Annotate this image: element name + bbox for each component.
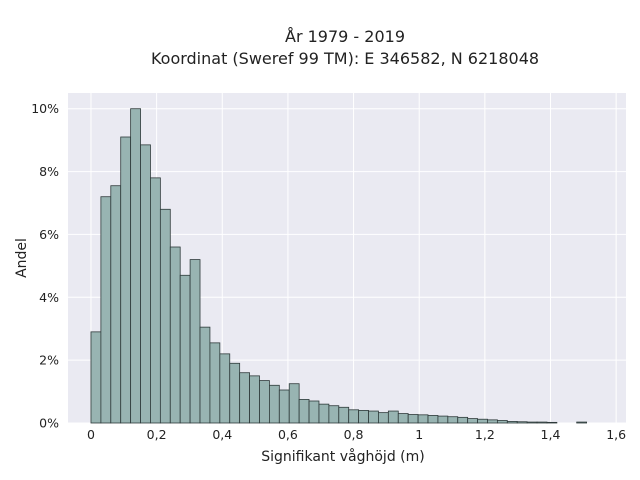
histogram-bar-4 [130, 108, 141, 424]
histogram-bar-22 [308, 400, 320, 424]
histogram-bar-38 [467, 418, 478, 424]
histogram-bar-32 [407, 414, 419, 424]
x-tick-label-6: 1,2 [475, 427, 495, 442]
histogram-bar-28 [368, 410, 379, 424]
histogram-bar-20 [288, 383, 300, 424]
histogram-bar-0 [90, 331, 102, 424]
x-tick-label-7: 1,4 [541, 427, 561, 442]
histogram-bar-1 [100, 196, 112, 424]
histogram-bar-40 [487, 419, 498, 424]
histogram-bar-14 [229, 362, 241, 424]
histogram-bar-15 [239, 372, 250, 424]
histogram-bar-18 [269, 384, 280, 424]
x-tick-label-0: 0 [87, 427, 95, 442]
histogram-bar-44 [526, 421, 538, 424]
chart-title-line-2: Koordinat (Sweref 99 TM): E 346582, N 62… [150, 49, 540, 68]
y-axis-ticks: 0% 2% 4% 6% 8% 10% [31, 101, 59, 430]
y-tick-label-4: 8% [39, 164, 59, 179]
histogram-bar-29 [378, 412, 389, 424]
histogram-bar-35 [437, 415, 449, 424]
histogram-bar-2 [110, 185, 122, 424]
histogram-bar-8 [169, 246, 181, 424]
histogram-bar-34 [427, 415, 439, 424]
histogram-bar-25 [338, 406, 350, 424]
histogram-bar-5 [140, 144, 151, 424]
histogram-bar-49 [576, 421, 588, 424]
histogram-bar-13 [219, 353, 231, 424]
x-tick-label-4: 0,8 [344, 427, 364, 442]
x-tick-label-2: 0,4 [212, 427, 232, 442]
histogram-bar-23 [318, 403, 330, 424]
histogram-bar-42 [506, 421, 518, 424]
histogram-bar-46 [546, 421, 558, 424]
histogram-bar-17 [259, 380, 270, 424]
x-tick-label-3: 0,6 [278, 427, 298, 442]
y-tick-label-1: 2% [39, 353, 59, 368]
chart-title: År 1979 - 2019 Koordinat (Sweref 99 TM):… [0, 26, 640, 70]
histogram-bar-43 [516, 421, 528, 424]
y-tick-label-0: 0% [39, 416, 59, 431]
histogram-bar-41 [496, 420, 508, 424]
histogram-bar-3 [120, 136, 132, 424]
histogram-bar-31 [397, 413, 409, 424]
x-axis-ticks: 0 0,2 0,4 0,6 0,8 1 1,2 1,4 1,6 [87, 427, 626, 442]
y-axis-label: Andel [14, 238, 30, 278]
histogram-bar-45 [536, 421, 548, 424]
histogram-bar-27 [358, 410, 369, 424]
histogram-bar-21 [298, 399, 310, 424]
histogram-bar-33 [417, 414, 429, 424]
histogram-bar-9 [179, 274, 191, 424]
x-axis-label: Signifikant våghöjd (m) [261, 448, 424, 465]
histogram-bar-30 [387, 410, 399, 424]
y-tick-label-3: 6% [39, 227, 59, 242]
histogram-bar-16 [249, 375, 260, 424]
histogram-bar-39 [477, 418, 488, 424]
x-tick-label-5: 1 [415, 427, 423, 442]
x-tick-label-8: 1,6 [606, 427, 626, 442]
histogram-bar-24 [328, 405, 340, 424]
chart-title-line-1: År 1979 - 2019 [285, 27, 405, 46]
histogram-bar-10 [189, 259, 201, 424]
histogram-bar-12 [209, 342, 221, 424]
y-tick-label-2: 4% [39, 290, 59, 305]
histogram-bar-11 [199, 326, 211, 424]
y-tick-label-5: 10% [31, 101, 59, 116]
x-tick-label-1: 0,2 [147, 427, 167, 442]
histogram-bars [90, 108, 588, 424]
histogram-bar-26 [348, 409, 360, 424]
histogram-bar-37 [457, 416, 469, 424]
histogram-bar-7 [159, 208, 171, 424]
histogram-bar-6 [150, 177, 161, 424]
histogram-bar-19 [278, 389, 290, 424]
histogram-bar-36 [447, 416, 459, 424]
